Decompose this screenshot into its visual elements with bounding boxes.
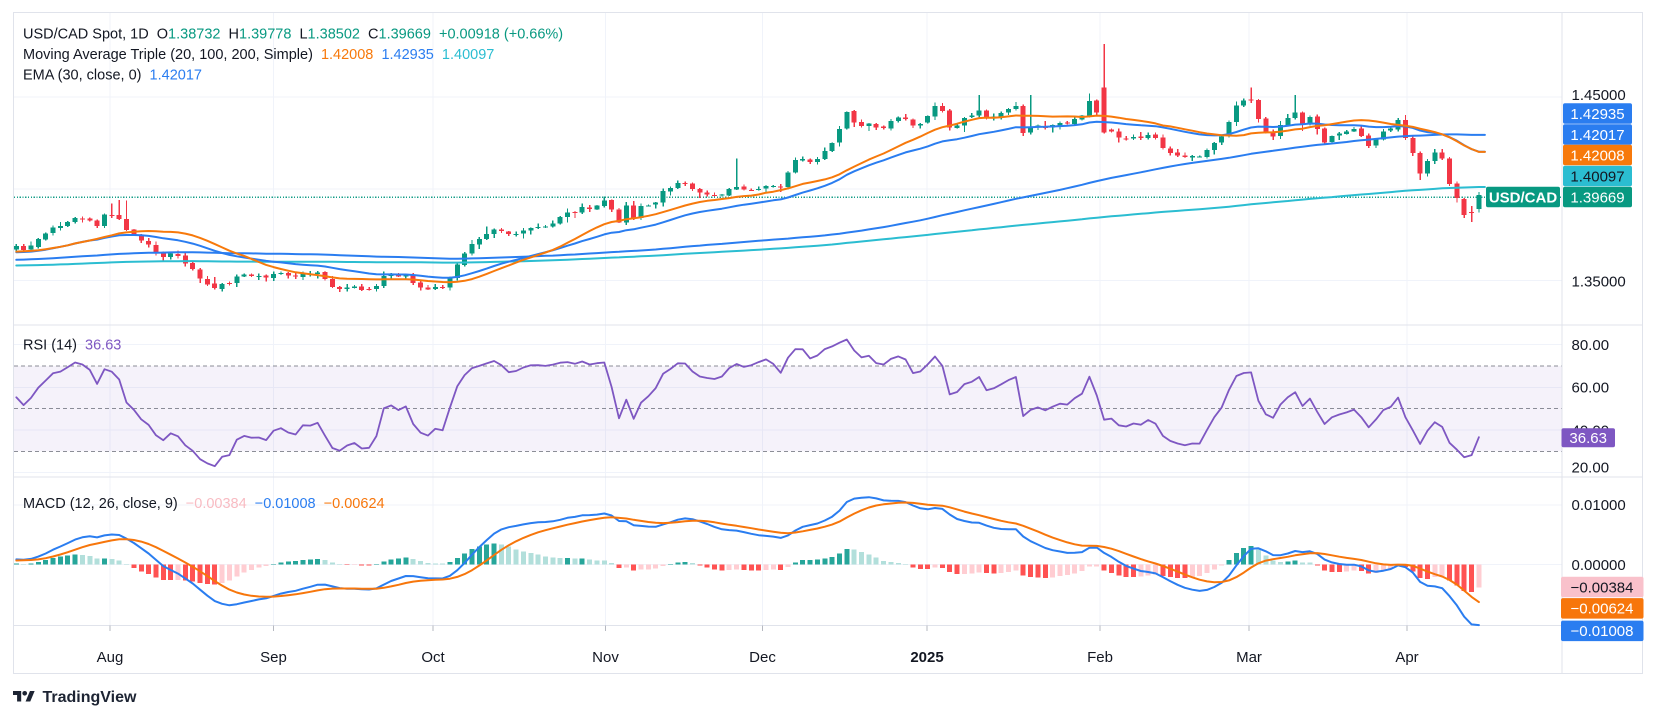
svg-text:TradingView: TradingView xyxy=(43,689,138,706)
svg-text:Nov: Nov xyxy=(592,649,619,666)
svg-text:−0.01008: −0.01008 xyxy=(1571,623,1634,640)
svg-text:0.00000: 0.00000 xyxy=(1572,557,1626,574)
svg-text:20.00: 20.00 xyxy=(1572,459,1610,476)
svg-text:1.39669: 1.39669 xyxy=(1570,189,1624,206)
svg-text:60.00: 60.00 xyxy=(1572,380,1610,397)
svg-text:1.45000: 1.45000 xyxy=(1572,87,1626,104)
svg-text:Mar: Mar xyxy=(1236,649,1262,666)
svg-text:−0.00384: −0.00384 xyxy=(1571,579,1634,596)
svg-text:Oct: Oct xyxy=(421,649,445,666)
svg-text:USD/CAD: USD/CAD xyxy=(1489,189,1558,206)
svg-text:Feb: Feb xyxy=(1087,649,1113,666)
svg-text:80.00: 80.00 xyxy=(1572,337,1610,354)
svg-text:EMA (30, close, 0) 1.42017: EMA (30, close, 0) 1.42017 xyxy=(23,67,202,83)
svg-text:USD/CAD Spot, 1D O1.38732 H1: USD/CAD Spot, 1D O1.38732 H1.39778 L1.38… xyxy=(23,27,563,43)
svg-text:Dec: Dec xyxy=(749,649,776,666)
svg-text:2025: 2025 xyxy=(910,649,943,666)
svg-text:1.42935: 1.42935 xyxy=(1570,106,1624,123)
svg-text:RSI (14) 36.63: RSI (14) 36.63 xyxy=(23,338,121,354)
svg-text:−0.00624: −0.00624 xyxy=(1571,601,1634,618)
svg-text:Moving Average Triple (20, 100: Moving Average Triple (20, 100, 200, Sim… xyxy=(23,47,494,63)
svg-text:Sep: Sep xyxy=(260,649,287,666)
svg-text:0.01000: 0.01000 xyxy=(1572,497,1626,514)
svg-text:36.63: 36.63 xyxy=(1569,430,1607,447)
svg-text:1.40097: 1.40097 xyxy=(1570,168,1624,185)
svg-text:1.42008: 1.42008 xyxy=(1570,147,1624,164)
svg-text:Apr: Apr xyxy=(1395,649,1418,666)
svg-text:1.35000: 1.35000 xyxy=(1572,273,1626,290)
svg-text:MACD (12, 26, close, 9) −0.00: MACD (12, 26, close, 9) −0.00384 −0.0100… xyxy=(23,496,385,512)
svg-text:Aug: Aug xyxy=(97,649,124,666)
svg-text:1.42017: 1.42017 xyxy=(1570,127,1624,144)
